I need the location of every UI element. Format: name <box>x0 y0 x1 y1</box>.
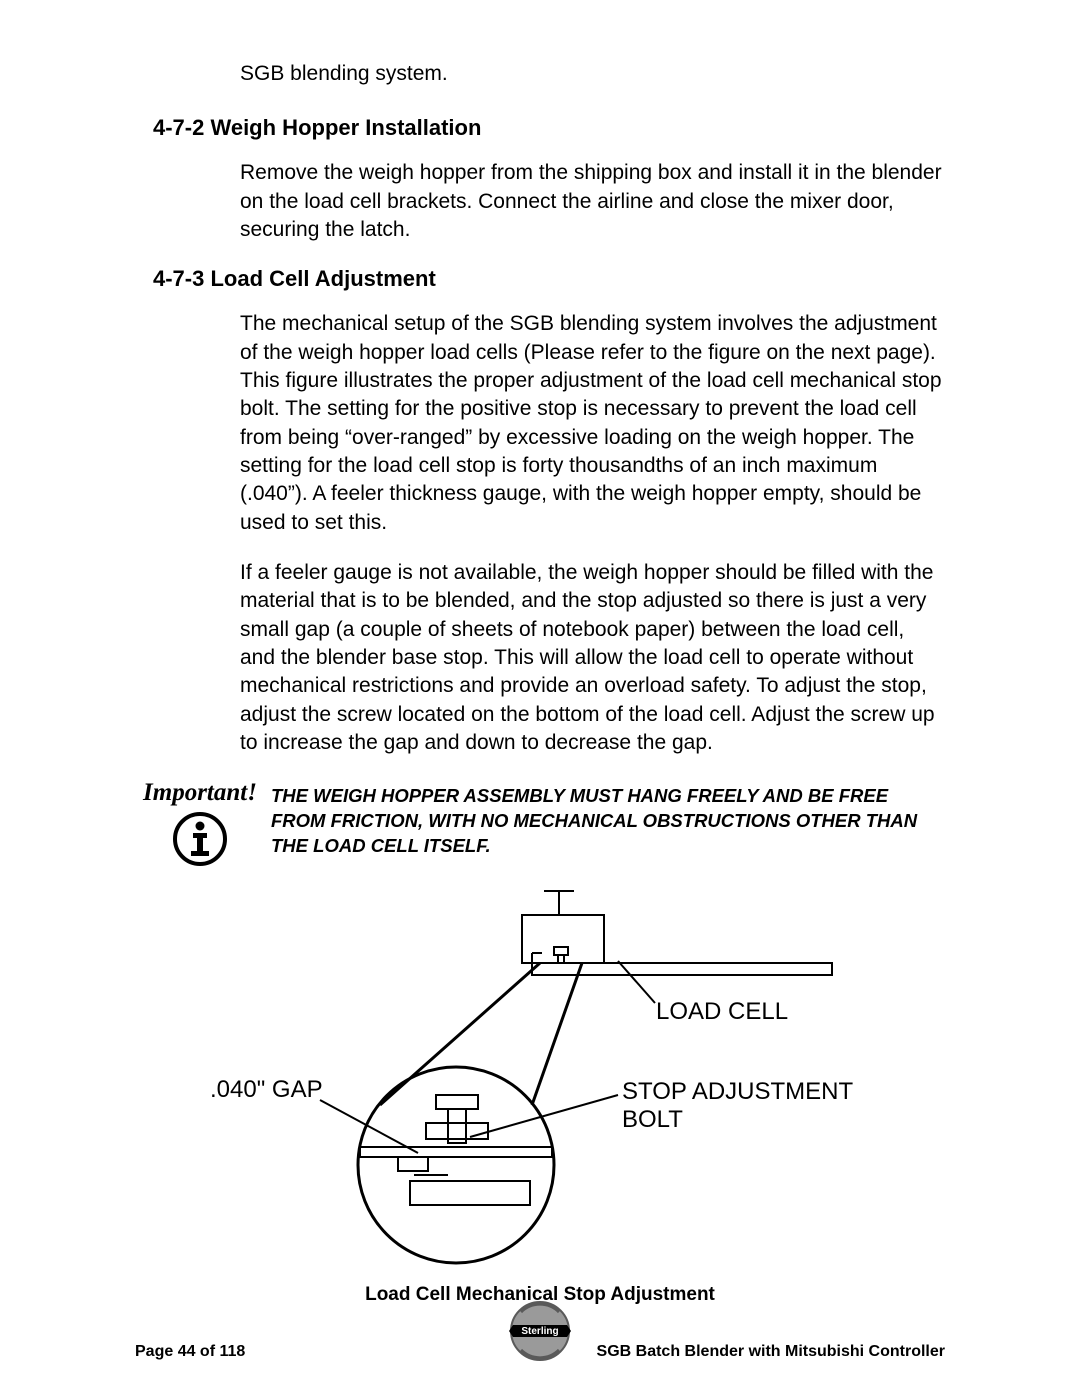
label-gap: .040" GAP <box>210 1076 323 1103</box>
page-footer: Page 44 of 118 Sterling SGB Batch Blende… <box>135 1343 945 1361</box>
diagram: LOAD CELL STOP ADJUSTMENT BOLT .040" GAP <box>210 885 870 1270</box>
svg-text:Sterling: Sterling <box>521 1326 558 1337</box>
heading-472: 4-7-2 Weigh Hopper Installation <box>153 115 945 141</box>
important-left: Important! <box>135 779 265 867</box>
footer-page: Page 44 of 118 <box>135 1343 245 1361</box>
heading-473: 4-7-3 Load Cell Adjustment <box>153 266 945 292</box>
sterling-logo-icon: Sterling <box>509 1300 571 1362</box>
intro-text: SGB blending system. <box>240 60 945 87</box>
important-block: Important! THE WEIGH HOPPER ASSEMBLY MUS… <box>135 779 945 867</box>
label-stop-bolt-1: STOP ADJUSTMENT <box>622 1078 853 1105</box>
label-stop-bolt-2: BOLT <box>622 1106 683 1133</box>
important-label: Important! <box>135 779 265 807</box>
label-load-cell: LOAD CELL <box>656 998 788 1025</box>
para-473-1: The mechanical setup of the SGB blending… <box>240 310 945 537</box>
footer-logo: Sterling <box>509 1300 571 1367</box>
footer-title: SGB Batch Blender with Mitsubishi Contro… <box>597 1343 945 1361</box>
para-472-1: Remove the weigh hopper from the shippin… <box>240 159 945 244</box>
load-cell-diagram-svg: LOAD CELL STOP ADJUSTMENT BOLT .040" GAP <box>210 885 870 1265</box>
info-icon <box>172 811 228 867</box>
important-text: THE WEIGH HOPPER ASSEMBLY MUST HANG FREE… <box>265 779 945 859</box>
para-473-2: If a feeler gauge is not available, the … <box>240 559 945 757</box>
